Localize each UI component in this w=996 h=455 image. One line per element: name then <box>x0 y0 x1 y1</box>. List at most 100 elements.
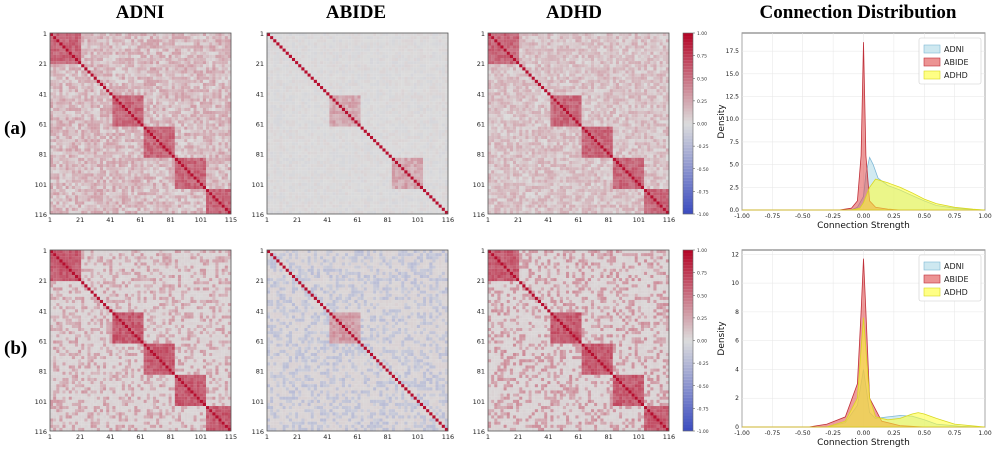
y-tick-label: 61 <box>256 121 264 129</box>
y-tick-label: 81 <box>39 151 47 159</box>
x-tick-label: 101 <box>412 216 424 224</box>
colorbar-tick-label: -1.00 <box>697 212 709 218</box>
heatmap-frame <box>266 32 449 215</box>
x-tick-label: 81 <box>384 433 392 441</box>
y-tick-label: 116 <box>252 211 264 219</box>
x-tick-label: 21 <box>76 433 84 441</box>
y-tick-label: 5.0 <box>729 162 739 169</box>
density-plot-a: -1.00 -0.75 -0.50 -0.25 0.00 0.25 0.50 0.75 1.00… <box>717 32 992 231</box>
colorbar-tick-label: -0.25 <box>697 361 709 367</box>
x-tick-label: 101 <box>412 433 424 441</box>
colorbar-tick-label: -0.25 <box>697 144 709 150</box>
x-tick-label: 0.75 <box>948 213 962 220</box>
y-tick-label: 81 <box>477 151 485 159</box>
x-tick-label: 61 <box>353 433 361 441</box>
y-tick-label: 41 <box>477 307 485 315</box>
x-tick-label: 41 <box>323 433 331 441</box>
x-tick-label: -0.75 <box>765 213 781 220</box>
x-tick-label: 0.50 <box>918 213 932 220</box>
y-tick-label: 41 <box>256 90 264 98</box>
legend-swatch-adni <box>923 44 941 54</box>
title-adni: ADNI <box>40 2 240 24</box>
y-tick-label: 61 <box>477 338 485 346</box>
y-tick-label: 101 <box>252 398 264 406</box>
x-tick-label: 1 <box>48 216 52 224</box>
x-tick-label: 41 <box>106 433 114 441</box>
density-series-adhd <box>742 178 986 211</box>
x-tick-label: 115 <box>225 216 237 224</box>
row-label-a: (a) <box>4 118 26 140</box>
heatmap-b-adni: 1 21 41 61 81 101 115 1 21 41 61 81 101 116 <box>35 247 238 441</box>
x-tick-label: 21 <box>293 216 301 224</box>
y-tick-label: 116 <box>473 428 485 436</box>
x-tick-label: 1 <box>265 216 269 224</box>
x-tick-label: -1.00 <box>734 430 750 437</box>
colorbar-tick-label: 0.00 <box>697 122 707 128</box>
y-tick-label: 61 <box>256 338 264 346</box>
x-tick-label: 1.00 <box>978 430 992 437</box>
x-tick-label: 81 <box>605 433 613 441</box>
y-tick-label: 1 <box>481 247 485 255</box>
x-tick-label: 61 <box>353 216 361 224</box>
x-axis-label: Connection Strength <box>817 221 910 231</box>
heatmap-a-adni: 1 21 41 61 81 101 115 1 21 41 61 81 101 116 <box>35 30 238 224</box>
x-tick-label: 61 <box>136 433 144 441</box>
x-tick-label: 61 <box>574 433 582 441</box>
colorbar-tick-label: 1.00 <box>697 31 707 37</box>
colorbar-tick-label: -0.50 <box>697 384 709 390</box>
y-tick-label: 15.0 <box>726 71 740 78</box>
y-tick-label: 41 <box>256 307 264 315</box>
x-tick-label: 0.25 <box>887 213 901 220</box>
x-tick-label: 21 <box>293 433 301 441</box>
y-tick-label: 0 <box>735 424 739 431</box>
y-tick-label: 81 <box>477 368 485 376</box>
x-tick-label: 0.50 <box>918 430 932 437</box>
heatmap-frame <box>266 249 449 432</box>
y-tick-label: 81 <box>256 368 264 376</box>
y-tick-label: 21 <box>477 60 485 68</box>
row-label-b: (b) <box>4 338 27 360</box>
x-tick-label: 1 <box>48 433 52 441</box>
y-tick-label: 1 <box>260 30 264 38</box>
x-tick-label: 116 <box>442 433 454 441</box>
y-tick-label: 41 <box>39 307 47 315</box>
colorbar-tick-label: -0.75 <box>697 189 709 195</box>
y-tick-label: 116 <box>35 211 47 219</box>
x-tick-label: 101 <box>633 433 645 441</box>
colorbar-tick-label: 0.75 <box>697 271 707 277</box>
y-tick-label: 12 <box>731 251 739 258</box>
y-tick-label: 101 <box>252 181 264 189</box>
y-tick-label: 2.5 <box>729 184 739 191</box>
y-tick-label: 61 <box>39 338 47 346</box>
x-tick-label: 115 <box>225 433 237 441</box>
title-adhd: ADHD <box>474 2 674 24</box>
y-tick-label: 0.0 <box>729 207 739 214</box>
y-tick-label: 12.5 <box>726 94 740 101</box>
y-tick-label: 81 <box>39 368 47 376</box>
x-tick-label: 116 <box>663 433 675 441</box>
density-series-adhd <box>742 317 986 428</box>
y-tick-label: 61 <box>39 121 47 129</box>
heatmap-frame <box>49 32 232 215</box>
legend-label-abide: ABIDE <box>944 275 969 284</box>
x-tick-label: -0.50 <box>795 213 811 220</box>
y-tick-label: 61 <box>477 121 485 129</box>
y-tick-label: 21 <box>39 60 47 68</box>
y-tick-label: 21 <box>39 277 47 285</box>
legend-label-adhd: ADHD <box>944 71 968 80</box>
y-tick-label: 41 <box>39 90 47 98</box>
y-tick-label: 81 <box>256 151 264 159</box>
legend-label-abide: ABIDE <box>944 58 969 67</box>
y-tick-label: 1 <box>43 30 47 38</box>
colorbar-tick-label: 1.00 <box>697 248 707 254</box>
legend-label-adni: ADNI <box>944 45 964 54</box>
y-tick-label: 10.0 <box>726 116 740 123</box>
x-tick-label: 41 <box>544 216 552 224</box>
colorbar-tick-label: -0.75 <box>697 406 709 412</box>
legend-swatch-abide <box>923 57 941 67</box>
x-tick-label: -1.00 <box>734 213 750 220</box>
x-tick-label: 116 <box>442 216 454 224</box>
